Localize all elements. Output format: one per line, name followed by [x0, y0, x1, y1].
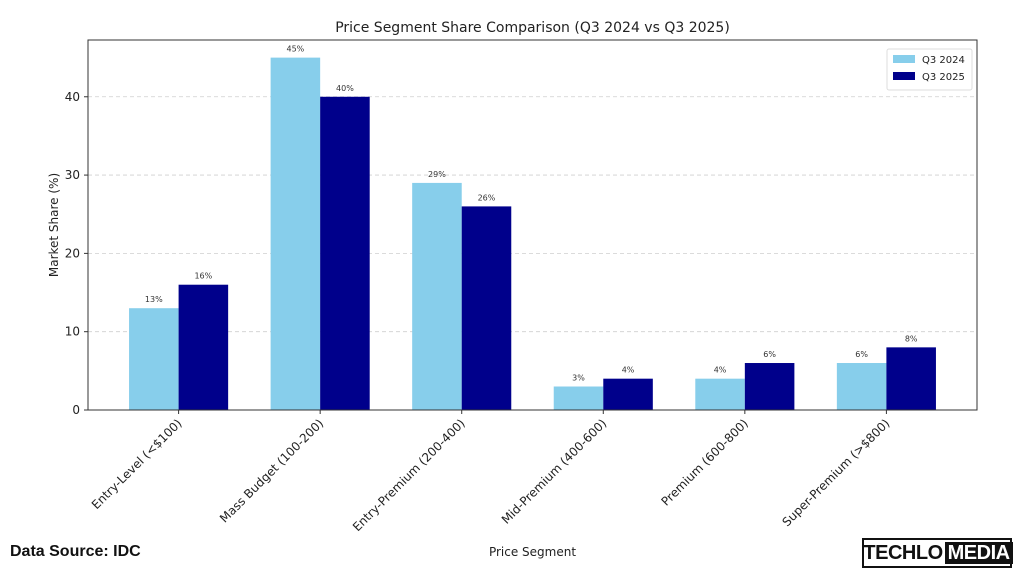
- bar-q3-2025: [886, 347, 936, 410]
- y-tick-label: 40: [65, 90, 80, 104]
- data-label: 45%: [286, 45, 304, 54]
- techlomedia-logo: TECHLO MEDIA: [862, 538, 1013, 568]
- bar-q3-2025: [744, 363, 795, 410]
- x-tick-label: Mass Budget (100-200): [217, 416, 326, 525]
- bar-q3-2024: [412, 182, 462, 410]
- bar-q3-2025: [178, 284, 229, 410]
- y-axis-label: Market Share (%): [47, 173, 61, 277]
- bar-q3-2024: [836, 363, 887, 410]
- legend-swatch: [893, 55, 915, 63]
- bar-q3-2024: [129, 308, 179, 410]
- x-tick-label: Mid-Premium (400-600): [499, 416, 610, 527]
- data-label: 13%: [145, 295, 163, 304]
- data-label: 6%: [763, 350, 776, 359]
- data-label: 40%: [336, 84, 354, 93]
- data-label: 4%: [714, 366, 727, 375]
- x-tick-label: Premium (600-800): [659, 416, 751, 508]
- bar-q3-2024: [553, 386, 604, 410]
- bar-q3-2025: [603, 378, 653, 410]
- axes-frame: [87, 39, 978, 411]
- y-tick-label: 10: [65, 325, 80, 339]
- bar-q3-2024: [270, 57, 321, 410]
- data-label: 6%: [855, 350, 868, 359]
- data-label: 8%: [905, 334, 918, 343]
- bar-q3-2024: [695, 378, 745, 410]
- bar-q3-2025: [320, 96, 370, 410]
- legend-swatch: [893, 72, 915, 80]
- data-label: 16%: [194, 272, 212, 281]
- data-label: 4%: [622, 366, 635, 375]
- data-label: 29%: [428, 170, 446, 179]
- y-tick-label: 30: [65, 168, 80, 182]
- logo-left: TECHLO: [863, 541, 943, 564]
- x-tick-label: Entry-Premium (200-400): [350, 416, 468, 534]
- x-tick-label: Entry-Level (<$100): [89, 416, 185, 512]
- y-tick-label: 20: [65, 246, 80, 260]
- bar-q3-2025: [461, 206, 512, 410]
- legend-label: Q3 2024: [922, 55, 965, 66]
- x-axis-label: Price Segment: [489, 545, 576, 559]
- data-label: 3%: [572, 374, 585, 383]
- chart-title: Price Segment Share Comparison (Q3 2024 …: [335, 20, 730, 36]
- data-label: 26%: [478, 193, 496, 202]
- y-tick-label: 0: [72, 403, 80, 417]
- x-tick-label: Super-Premium (>$800): [779, 416, 892, 529]
- legend-label: Q3 2025: [922, 72, 965, 83]
- data-source: Data Source: IDC: [10, 543, 141, 560]
- logo-right: MEDIA: [944, 542, 1013, 564]
